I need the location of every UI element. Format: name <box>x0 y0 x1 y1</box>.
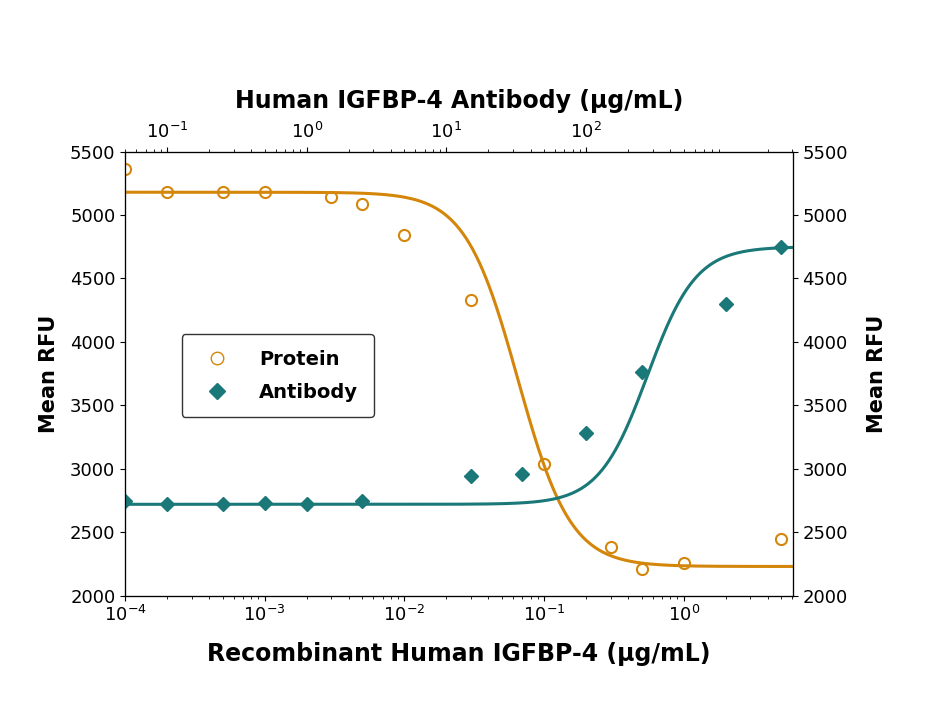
Y-axis label: Mean RFU: Mean RFU <box>39 315 58 432</box>
X-axis label: Recombinant Human IGFBP-4 (μg/mL): Recombinant Human IGFBP-4 (μg/mL) <box>207 642 711 666</box>
Y-axis label: Mean RFU: Mean RFU <box>868 315 887 432</box>
X-axis label: Human IGFBP-4 Antibody (μg/mL): Human IGFBP-4 Antibody (μg/mL) <box>235 89 683 113</box>
Legend: Protein, Antibody: Protein, Antibody <box>182 334 374 417</box>
